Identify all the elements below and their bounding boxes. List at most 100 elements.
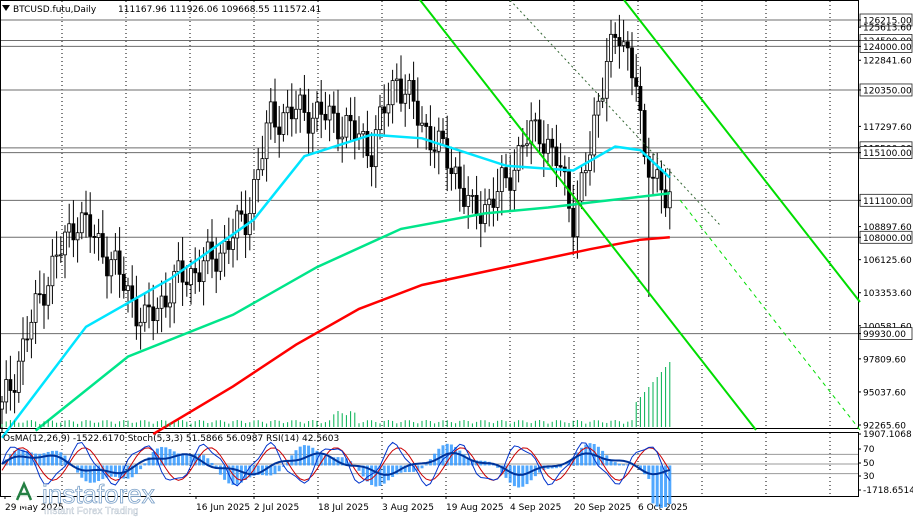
candle-body: [437, 131, 440, 151]
candle-body: [412, 80, 415, 101]
candle-body: [442, 131, 445, 138]
osma-bar: [656, 465, 659, 506]
candle-body: [555, 147, 558, 166]
candle-body: [278, 127, 281, 134]
candle-body: [227, 241, 230, 249]
price-panel: [1, 1, 859, 429]
candle-body: [93, 236, 96, 237]
candle-body: [433, 150, 436, 151]
candle-body: [383, 107, 386, 113]
candle-body: [643, 110, 646, 156]
candle-body: [236, 211, 239, 238]
candle-body: [425, 123, 428, 126]
osma-bar: [274, 465, 277, 474]
price-tick-label: 99930.00: [863, 330, 906, 340]
osma-bar: [55, 451, 58, 466]
candle-body: [538, 120, 541, 144]
candle-body: [22, 339, 25, 361]
candle-body: [416, 101, 419, 125]
candle-body: [395, 79, 398, 81]
candle-body: [576, 201, 579, 237]
candle-body: [9, 380, 12, 391]
candle-body: [76, 233, 79, 240]
candle-body: [68, 224, 71, 232]
osma-bar: [211, 463, 214, 466]
candle-body: [257, 170, 260, 180]
candle-body: [332, 106, 335, 113]
candle-body: [89, 215, 92, 237]
price-tick-label: 125613.60: [863, 24, 912, 34]
candle-body: [610, 34, 613, 61]
candle-body: [240, 211, 243, 214]
candle-body: [496, 192, 499, 208]
candle-body: [152, 307, 155, 321]
candle-body: [572, 208, 575, 236]
candle-body: [513, 170, 516, 190]
candle-body: [526, 144, 529, 145]
date-tick-label: 4 Sep 2025: [510, 503, 561, 513]
candle-body: [429, 126, 432, 149]
osma-bar: [458, 451, 461, 466]
candle-body: [353, 121, 356, 139]
candle-body: [253, 179, 256, 213]
osma-bar: [295, 450, 298, 465]
candle-body: [64, 232, 67, 255]
price-tick-label: 97809.60: [863, 355, 906, 365]
candle-body: [631, 48, 634, 78]
candle-body: [143, 305, 146, 322]
osma-bar: [278, 465, 281, 471]
candle-body: [547, 139, 550, 153]
chart-ohlc: 111167.96 111926.06 109668.55 111572.41: [118, 5, 321, 15]
candle-body: [101, 234, 104, 257]
date-tick-label: 18 Jul 2025: [318, 503, 369, 513]
candle-body: [450, 168, 453, 173]
osma-bar: [517, 465, 520, 487]
price-tick-label: 106125.60: [863, 256, 912, 266]
candle-body: [177, 261, 180, 272]
osma-bar: [143, 463, 146, 465]
osma-bar: [236, 465, 239, 484]
candle-body: [72, 224, 75, 240]
candle-body: [160, 296, 163, 308]
candle-body: [421, 123, 424, 125]
candle-body: [135, 299, 138, 326]
candle-body: [265, 123, 268, 159]
date-tick-label: 19 Aug 2025: [446, 503, 504, 513]
candle-body: [505, 168, 508, 178]
candle-body: [55, 255, 58, 256]
price-tick-label: 124000.00: [863, 43, 912, 53]
indicator-label: OsMA(12,26,9) -1522.6170 Stoch(5,3,3) 51…: [3, 434, 339, 444]
candle-body: [639, 86, 642, 110]
osma-bar: [173, 451, 176, 465]
candle-body: [379, 107, 382, 130]
candle-body: [618, 37, 621, 45]
candle-body: [345, 115, 348, 137]
osma-bar: [114, 465, 117, 476]
candle-body: [127, 286, 130, 291]
candle-body: [118, 251, 121, 274]
date-tick-label: 6 Oct 2025: [638, 503, 688, 513]
candle-body: [307, 112, 310, 133]
candle-body: [106, 257, 109, 276]
candle-body: [295, 109, 298, 118]
candle-body: [597, 101, 600, 115]
candle-body: [584, 170, 587, 172]
candle-body: [479, 215, 482, 224]
osma-bar: [652, 465, 655, 503]
candle-body: [114, 251, 117, 260]
candle-body: [463, 188, 466, 206]
candle-body: [408, 80, 411, 94]
candle-body: [320, 102, 323, 114]
price-tick-label: 108000.00: [863, 234, 912, 244]
osma-bar: [618, 464, 621, 466]
osma-bar: [425, 464, 428, 465]
candle-body: [232, 238, 235, 249]
candle-body: [110, 260, 113, 276]
osma-bar: [421, 465, 424, 468]
candle-body: [299, 95, 302, 109]
candle-body: [34, 294, 37, 323]
indicator-tick-label: 50: [863, 459, 875, 469]
candle-body: [500, 168, 503, 192]
osma-bar: [219, 465, 222, 474]
